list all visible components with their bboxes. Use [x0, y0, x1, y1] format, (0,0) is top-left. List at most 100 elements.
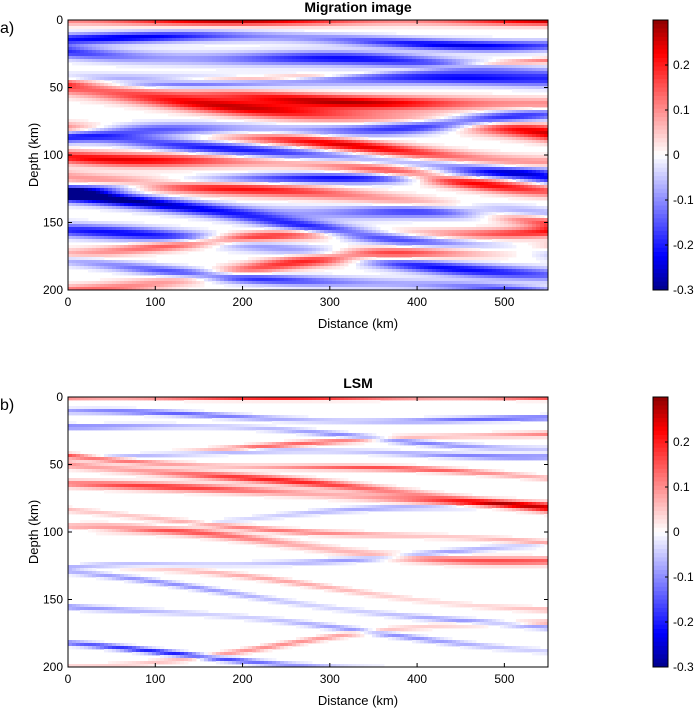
heatmap-cell: [264, 59, 269, 63]
heatmap-cell: [88, 134, 93, 138]
heatmap-cell: [128, 125, 133, 129]
heatmap-cell: [72, 140, 77, 144]
heatmap-cell: [492, 47, 497, 51]
heatmap-cell: [252, 20, 257, 24]
heatmap-cell: [480, 41, 485, 45]
heatmap-cell: [228, 83, 233, 87]
heatmap-cell: [152, 32, 157, 36]
heatmap-cell: [80, 143, 85, 147]
heatmap-cell: [528, 74, 533, 78]
heatmap-cell: [420, 128, 425, 132]
heatmap-cell: [336, 92, 341, 96]
heatmap-cell: [368, 92, 373, 96]
heatmap-cell: [272, 149, 277, 153]
heatmap-cell: [72, 131, 77, 135]
heatmap-cell: [292, 56, 297, 60]
heatmap-cell: [376, 119, 381, 123]
heatmap-cell: [368, 128, 373, 132]
heatmap-cell: [384, 50, 389, 54]
heatmap-cell: [116, 59, 121, 63]
heatmap-cell: [288, 20, 293, 24]
heatmap-cell: [300, 50, 305, 54]
heatmap-cell: [304, 35, 309, 39]
heatmap-cell: [372, 44, 377, 48]
heatmap-cell: [328, 68, 333, 72]
heatmap-cell: [524, 41, 529, 45]
heatmap-cell: [204, 38, 209, 42]
heatmap-cell: [320, 83, 325, 87]
heatmap-cell: [196, 158, 201, 162]
heatmap-cell: [360, 83, 365, 87]
heatmap-cell: [380, 119, 385, 123]
heatmap-cell: [192, 104, 197, 108]
heatmap-cell: [388, 56, 393, 60]
heatmap-cell: [260, 122, 265, 126]
heatmap-cell: [268, 65, 273, 69]
heatmap-cell: [424, 26, 429, 30]
heatmap-cell: [108, 71, 113, 75]
heatmap-cell: [280, 116, 285, 120]
heatmap-cell: [348, 53, 353, 57]
heatmap-cell: [440, 74, 445, 78]
heatmap-cell: [328, 155, 333, 159]
heatmap-cell: [284, 92, 289, 96]
heatmap-cell: [352, 59, 357, 63]
heatmap-cell: [104, 74, 109, 78]
heatmap-cell: [280, 32, 285, 36]
heatmap-cell: [332, 83, 337, 87]
heatmap-cell: [200, 74, 205, 78]
heatmap-cell: [224, 107, 229, 111]
heatmap-cell: [240, 152, 245, 156]
heatmap-cell: [164, 134, 169, 138]
heatmap-cell: [340, 50, 345, 54]
heatmap-cell: [184, 122, 189, 126]
heatmap-cell: [280, 98, 285, 102]
heatmap-cell: [524, 89, 529, 93]
heatmap-cell: [252, 29, 257, 33]
heatmap-cell: [128, 26, 133, 30]
heatmap-cell: [496, 113, 501, 117]
heatmap-cell: [496, 47, 501, 51]
heatmap-cell: [144, 80, 149, 84]
heatmap-cell: [448, 56, 453, 60]
heatmap-cell: [140, 140, 145, 144]
heatmap-cell: [164, 35, 169, 39]
heatmap-cell: [304, 23, 309, 27]
heatmap-cell: [308, 65, 313, 69]
heatmap-cell: [164, 119, 169, 123]
heatmap-cell: [484, 80, 489, 84]
heatmap-cell: [360, 38, 365, 42]
heatmap-cell: [236, 152, 241, 156]
heatmap-cell: [400, 38, 405, 42]
heatmap-cell: [176, 146, 181, 150]
heatmap-cell: [128, 89, 133, 93]
heatmap-cell: [276, 119, 281, 123]
heatmap-cell: [512, 86, 517, 90]
heatmap-cell: [460, 104, 465, 108]
heatmap-cell: [252, 149, 257, 153]
heatmap-cell: [232, 104, 237, 108]
heatmap-cell: [352, 47, 357, 51]
heatmap-cell: [376, 77, 381, 81]
heatmap-cell: [404, 92, 409, 96]
heatmap-cell: [512, 128, 517, 132]
heatmap-cell: [276, 77, 281, 81]
heatmap-cell: [144, 98, 149, 102]
heatmap-cell: [348, 62, 353, 66]
heatmap-cell: [280, 53, 285, 57]
heatmap-cell: [88, 83, 93, 87]
heatmap-cell: [172, 155, 177, 159]
heatmap-cell: [360, 62, 365, 66]
heatmap-cell: [404, 128, 409, 132]
heatmap-cell: [436, 95, 441, 99]
heatmap-cell: [440, 86, 445, 90]
heatmap-cell: [220, 80, 225, 84]
heatmap-cell: [496, 26, 501, 30]
heatmap-cell: [128, 143, 133, 147]
heatmap-cell: [496, 125, 501, 129]
heatmap-cell: [336, 140, 341, 144]
heatmap-cell: [232, 149, 237, 153]
heatmap-cell: [68, 59, 73, 63]
heatmap-cell: [472, 92, 477, 96]
heatmap-cell: [112, 155, 117, 159]
